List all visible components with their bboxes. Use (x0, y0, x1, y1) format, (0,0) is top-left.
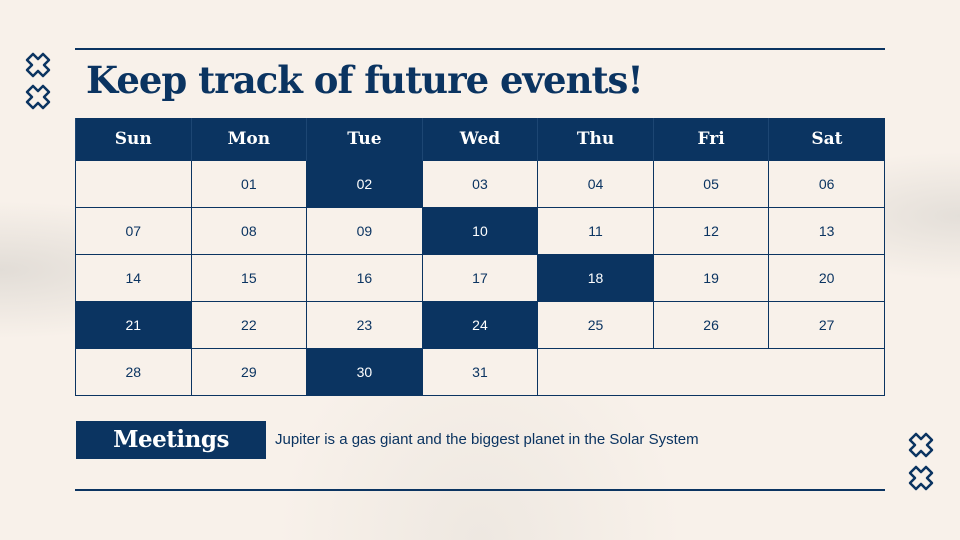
calendar-day[interactable] (75, 159, 192, 208)
calendar-week: 01 02 03 04 05 06 (75, 159, 885, 208)
calendar-day[interactable]: 03 (421, 159, 539, 208)
day-header: Wed (421, 118, 538, 160)
calendar-day[interactable]: 07 (75, 206, 192, 255)
calendar-week: 28 29 30 31 (75, 347, 885, 396)
calendar-day[interactable]: 22 (190, 300, 308, 349)
cross-icon (908, 432, 934, 458)
cross-icon (908, 465, 934, 491)
calendar-day[interactable]: 11 (537, 206, 654, 255)
calendar-day[interactable]: 13 (768, 206, 885, 255)
calendar-day[interactable]: 09 (306, 206, 423, 255)
calendar-day[interactable]: 04 (537, 159, 654, 208)
calendar-day[interactable]: 25 (537, 300, 654, 349)
calendar-day[interactable]: 28 (75, 347, 192, 396)
calendar-day[interactable]: 06 (768, 159, 885, 208)
calendar-week: 14 15 16 17 18 19 20 (75, 253, 885, 302)
cross-icon (25, 84, 51, 110)
calendar-day[interactable]: 01 (190, 159, 308, 208)
calendar-day[interactable]: 18 (537, 253, 654, 302)
calendar-day[interactable]: 19 (652, 253, 770, 302)
calendar-day[interactable]: 10 (421, 206, 539, 255)
calendar-day[interactable]: 24 (421, 300, 539, 349)
top-divider (75, 48, 885, 50)
calendar-day[interactable]: 29 (190, 347, 308, 396)
calendar-day[interactable]: 12 (652, 206, 770, 255)
day-header: Sat (768, 118, 885, 160)
calendar-day[interactable]: 17 (421, 253, 539, 302)
calendar-day[interactable]: 20 (768, 253, 885, 302)
calendar-day[interactable]: 14 (75, 253, 192, 302)
calendar-day[interactable]: 08 (190, 206, 308, 255)
day-header: Sun (75, 118, 192, 160)
calendar: Sun Mon Tue Wed Thu Fri Sat 01 02 03 04 05 06 07 08 09… (75, 118, 885, 396)
day-header: Fri (652, 118, 769, 160)
calendar-day[interactable]: 23 (306, 300, 423, 349)
legend-label: Meetings (76, 421, 266, 459)
calendar-day[interactable]: 26 (652, 300, 770, 349)
empty-cell (537, 347, 885, 396)
day-header: Thu (537, 118, 654, 160)
calendar-day[interactable]: 30 (306, 347, 423, 396)
calendar-day[interactable]: 27 (768, 300, 885, 349)
bottom-divider (75, 489, 885, 491)
calendar-day[interactable]: 15 (190, 253, 308, 302)
cross-icon (25, 52, 51, 78)
day-header: Tue (306, 118, 423, 160)
page-title: Keep track of future events! (86, 58, 644, 102)
calendar-week: 07 08 09 10 11 12 13 (75, 206, 885, 255)
calendar-day[interactable]: 21 (75, 300, 192, 349)
legend-description: Jupiter is a gas giant and the biggest p… (275, 431, 699, 448)
calendar-week: 21 22 23 24 25 26 27 (75, 300, 885, 349)
calendar-day[interactable]: 31 (421, 347, 539, 396)
day-header: Mon (190, 118, 307, 160)
calendar-day[interactable]: 02 (306, 159, 423, 208)
calendar-day[interactable]: 05 (652, 159, 770, 208)
calendar-day[interactable]: 16 (306, 253, 423, 302)
